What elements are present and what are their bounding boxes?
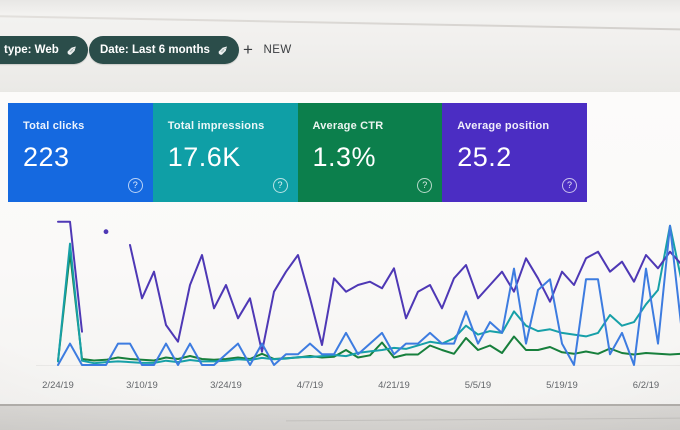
metric-cards-row: Total clicks 223 ? Total impressions 17.… [8,103,587,202]
metric-value: 223 [23,142,70,172]
x-axis-label: 4/21/19 [378,380,410,391]
total-impressions-card[interactable]: Total impressions 17.6K ? [152,103,298,202]
metric-value: 25.2 [457,142,512,172]
new-filter-label: NEW [263,43,292,56]
x-axis-label: 4/7/19 [297,380,323,391]
help-icon[interactable]: ? [562,178,577,193]
x-axis-label: 5/19/19 [546,380,578,391]
search-type-chip-label: type: Web [4,44,59,56]
help-icon[interactable]: ? [127,178,143,193]
date-filter-chip-label: Date: Last 6 months [100,44,210,56]
series-line [57,251,680,363]
metric-label: Average position [457,120,550,132]
metric-value: 17.6K [167,142,241,172]
metric-label: Average CTR [312,120,384,132]
total-clicks-card[interactable]: Total clicks 223 ? [8,103,153,202]
average-position-card[interactable]: Average position 25.2 ? [442,103,587,202]
search-type-chip[interactable]: type: Web ✎ [0,36,88,64]
series-line [57,224,680,366]
x-axis-label: 5/5/19 [465,380,491,391]
metric-label: Total clicks [23,120,85,132]
date-filter-chip[interactable]: Date: Last 6 months ✎ [89,36,239,64]
new-filter-button[interactable]: + NEW [237,40,298,59]
average-ctr-card[interactable]: Average CTR 1.3% ? [297,103,443,202]
help-icon[interactable]: ? [417,178,433,193]
toolbar-area: type: Web ✎ Date: Last 6 months ✎ + NEW [0,0,680,92]
series-line [57,224,680,365]
x-axis-label: 6/2/19 [633,380,659,391]
series-line [57,220,83,333]
series-line [129,244,680,353]
screen-bottom-edge [0,406,680,430]
x-axis-label: 2/24/19 [42,380,74,391]
metric-label: Total impressions [167,120,265,132]
metric-value: 1.3% [312,142,377,172]
isolated-data-point [103,229,109,235]
help-icon[interactable]: ? [272,178,288,193]
plus-icon: + [243,40,254,59]
x-axis-label: 3/10/19 [126,380,158,391]
x-axis-label: 3/24/19 [210,380,242,391]
